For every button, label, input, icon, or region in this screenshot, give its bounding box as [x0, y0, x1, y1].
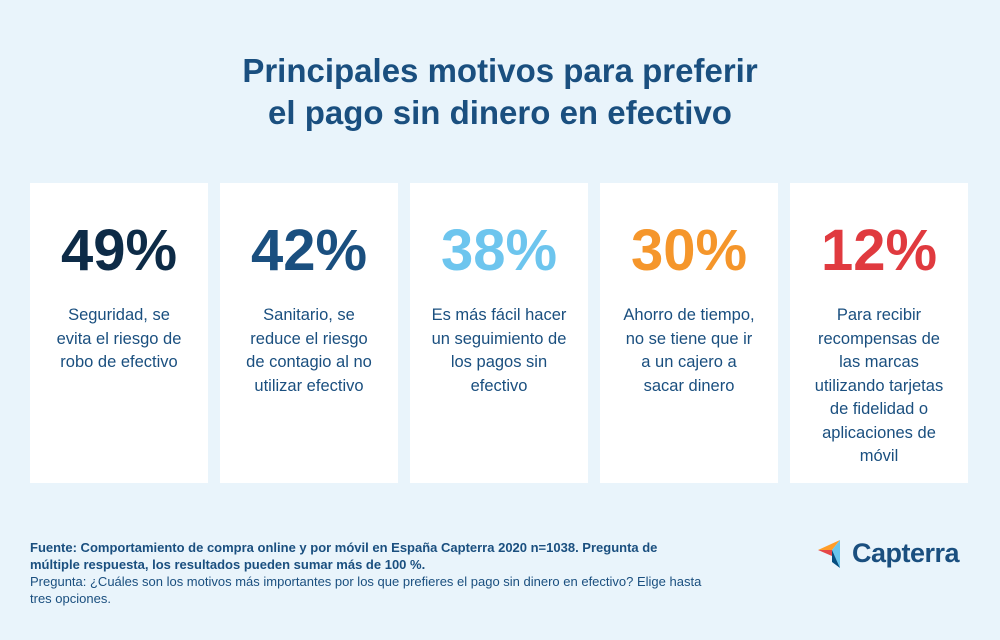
stat-percent: 38%	[440, 218, 558, 283]
stat-card: 49% Seguridad, se evita el riesgo de robo…	[30, 183, 208, 483]
logo-icon	[818, 540, 840, 568]
logo: Capterra	[818, 536, 978, 576]
stat-card: 38% Es más fácil hacer un seguimiento de …	[410, 183, 588, 483]
stat-card: 42% Sanitario, se reduce el riesgo de con…	[220, 183, 398, 483]
stat-card: 12% Para recibir recompensas de las marca…	[790, 183, 968, 483]
title: Principales motivos para preferir el pag…	[0, 50, 1000, 134]
stat-text: Seguridad, se evita el riesgo de robo de…	[56, 306, 182, 371]
title-line: Principales motivos para preferir	[242, 52, 758, 89]
stat-percent: 49%	[60, 218, 178, 283]
stat-percent: 30%	[630, 218, 748, 283]
footer: Fuente: Comportamiento de compra online …	[30, 539, 710, 607]
stat-card: 30% Ahorro de tiempo, no se tiene que ir …	[600, 183, 778, 483]
question: Pregunta: ¿Cuáles son los motivos más im…	[30, 574, 702, 606]
stat-text: Es más fácil hacer un seguimiento de los…	[431, 306, 567, 395]
source: Fuente: Comportamiento de compra online …	[30, 540, 658, 572]
stat-text: Para recibir recompensas de las marcas u…	[814, 306, 944, 465]
logo-text: Capterra	[852, 538, 960, 568]
title-line: el pago sin dinero en efectivo	[268, 94, 732, 131]
stat-text: Ahorro de tiempo, no se tiene que ir a u…	[623, 306, 755, 395]
stat-percent: 12%	[820, 218, 938, 283]
stat-percent: 42%	[250, 218, 368, 283]
stat-text: Sanitario, se reduce el riesgo de contag…	[246, 306, 372, 395]
